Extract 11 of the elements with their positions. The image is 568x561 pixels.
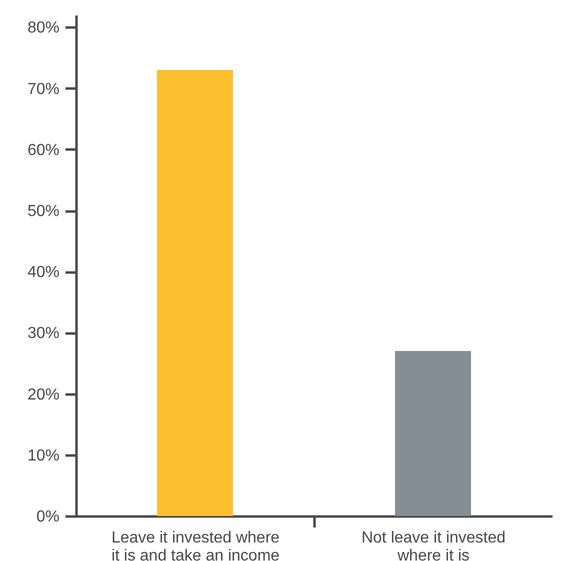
y-tick-label: 20% [27, 386, 60, 404]
y-tick-label: 10% [27, 447, 60, 464]
y-tick-label: 70% [27, 80, 60, 98]
y-tick-label: 50% [27, 203, 60, 220]
y-tick-label: 80% [27, 20, 60, 37]
y-tick-label: 30% [27, 325, 60, 342]
y-tick-label: 0% [36, 508, 60, 526]
x-tick-label: Not leave it invested where it is [361, 530, 506, 561]
y-tick-label: 60% [27, 142, 60, 159]
x-tick-label: Leave it invested where it is and take an income [111, 530, 280, 561]
y-tick-label: 40% [27, 264, 60, 282]
